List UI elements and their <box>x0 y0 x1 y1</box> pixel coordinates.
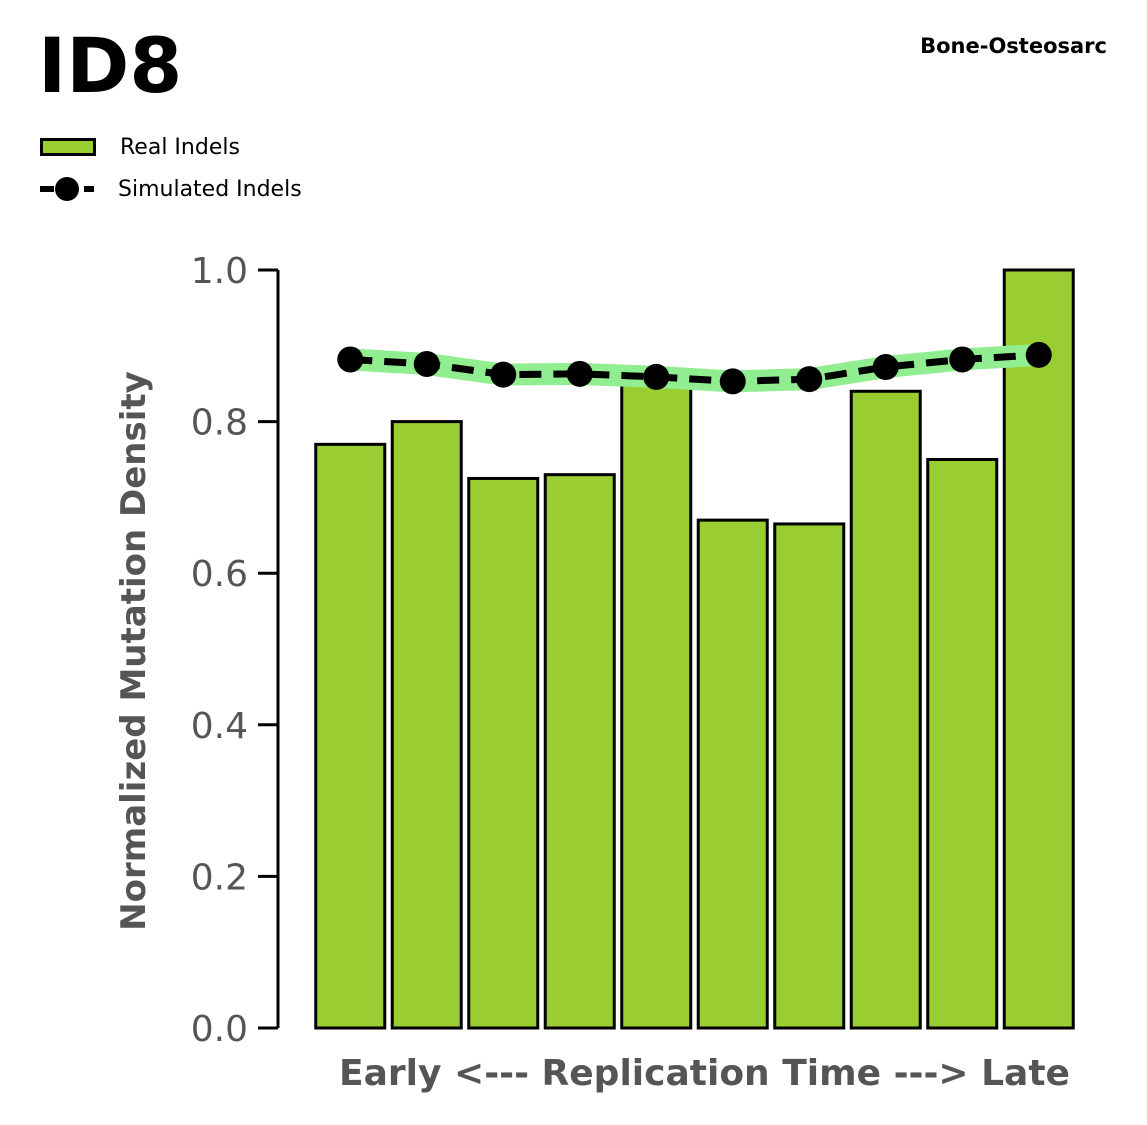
legend-label-real: Real Indels <box>120 134 240 160</box>
bar <box>926 458 999 1030</box>
bar <box>543 473 616 1030</box>
y-tick-label: 0.8 <box>191 403 248 444</box>
x-axis-label: Early <--- Replication Time ---> Late <box>339 1053 1070 1094</box>
bar <box>314 442 387 1030</box>
y-tick-label: 0.6 <box>191 554 248 595</box>
y-tick-label: 1.0 <box>191 251 248 292</box>
bar <box>773 522 846 1030</box>
simulated-line <box>350 351 1039 385</box>
simulated-point <box>1025 341 1052 368</box>
y-tick-label: 0.0 <box>191 1009 248 1050</box>
chart-subtitle: Bone-Osteosarc <box>920 34 1107 58</box>
legend-item-real-indels: Real Indels <box>38 126 302 168</box>
legend-label-simulated: Simulated Indels <box>118 176 302 202</box>
simulated-point <box>719 368 746 395</box>
legend: Real Indels Simulated Indels <box>38 126 302 210</box>
simulated-point <box>413 350 440 377</box>
bar <box>849 389 922 1030</box>
bar <box>1002 268 1075 1030</box>
bar <box>696 518 769 1030</box>
legend-swatch-line <box>40 177 94 201</box>
y-tick-label: 0.2 <box>191 857 248 898</box>
y-tick-label: 0.4 <box>191 706 248 747</box>
y-axis-label: Normalized Mutation Density <box>114 371 154 931</box>
bar <box>390 420 463 1030</box>
legend-swatch-bar <box>40 138 96 156</box>
simulated-point <box>949 346 976 373</box>
simulated-point <box>566 360 593 387</box>
simulated-point <box>337 346 364 373</box>
simulated-point <box>490 361 517 388</box>
simulated-point <box>643 363 670 390</box>
bar <box>620 378 693 1030</box>
chart-title: ID8 <box>38 21 183 110</box>
bar <box>467 476 540 1030</box>
legend-item-simulated-indels: Simulated Indels <box>38 168 302 210</box>
simulated-point <box>872 354 899 381</box>
simulated-point <box>796 366 823 393</box>
